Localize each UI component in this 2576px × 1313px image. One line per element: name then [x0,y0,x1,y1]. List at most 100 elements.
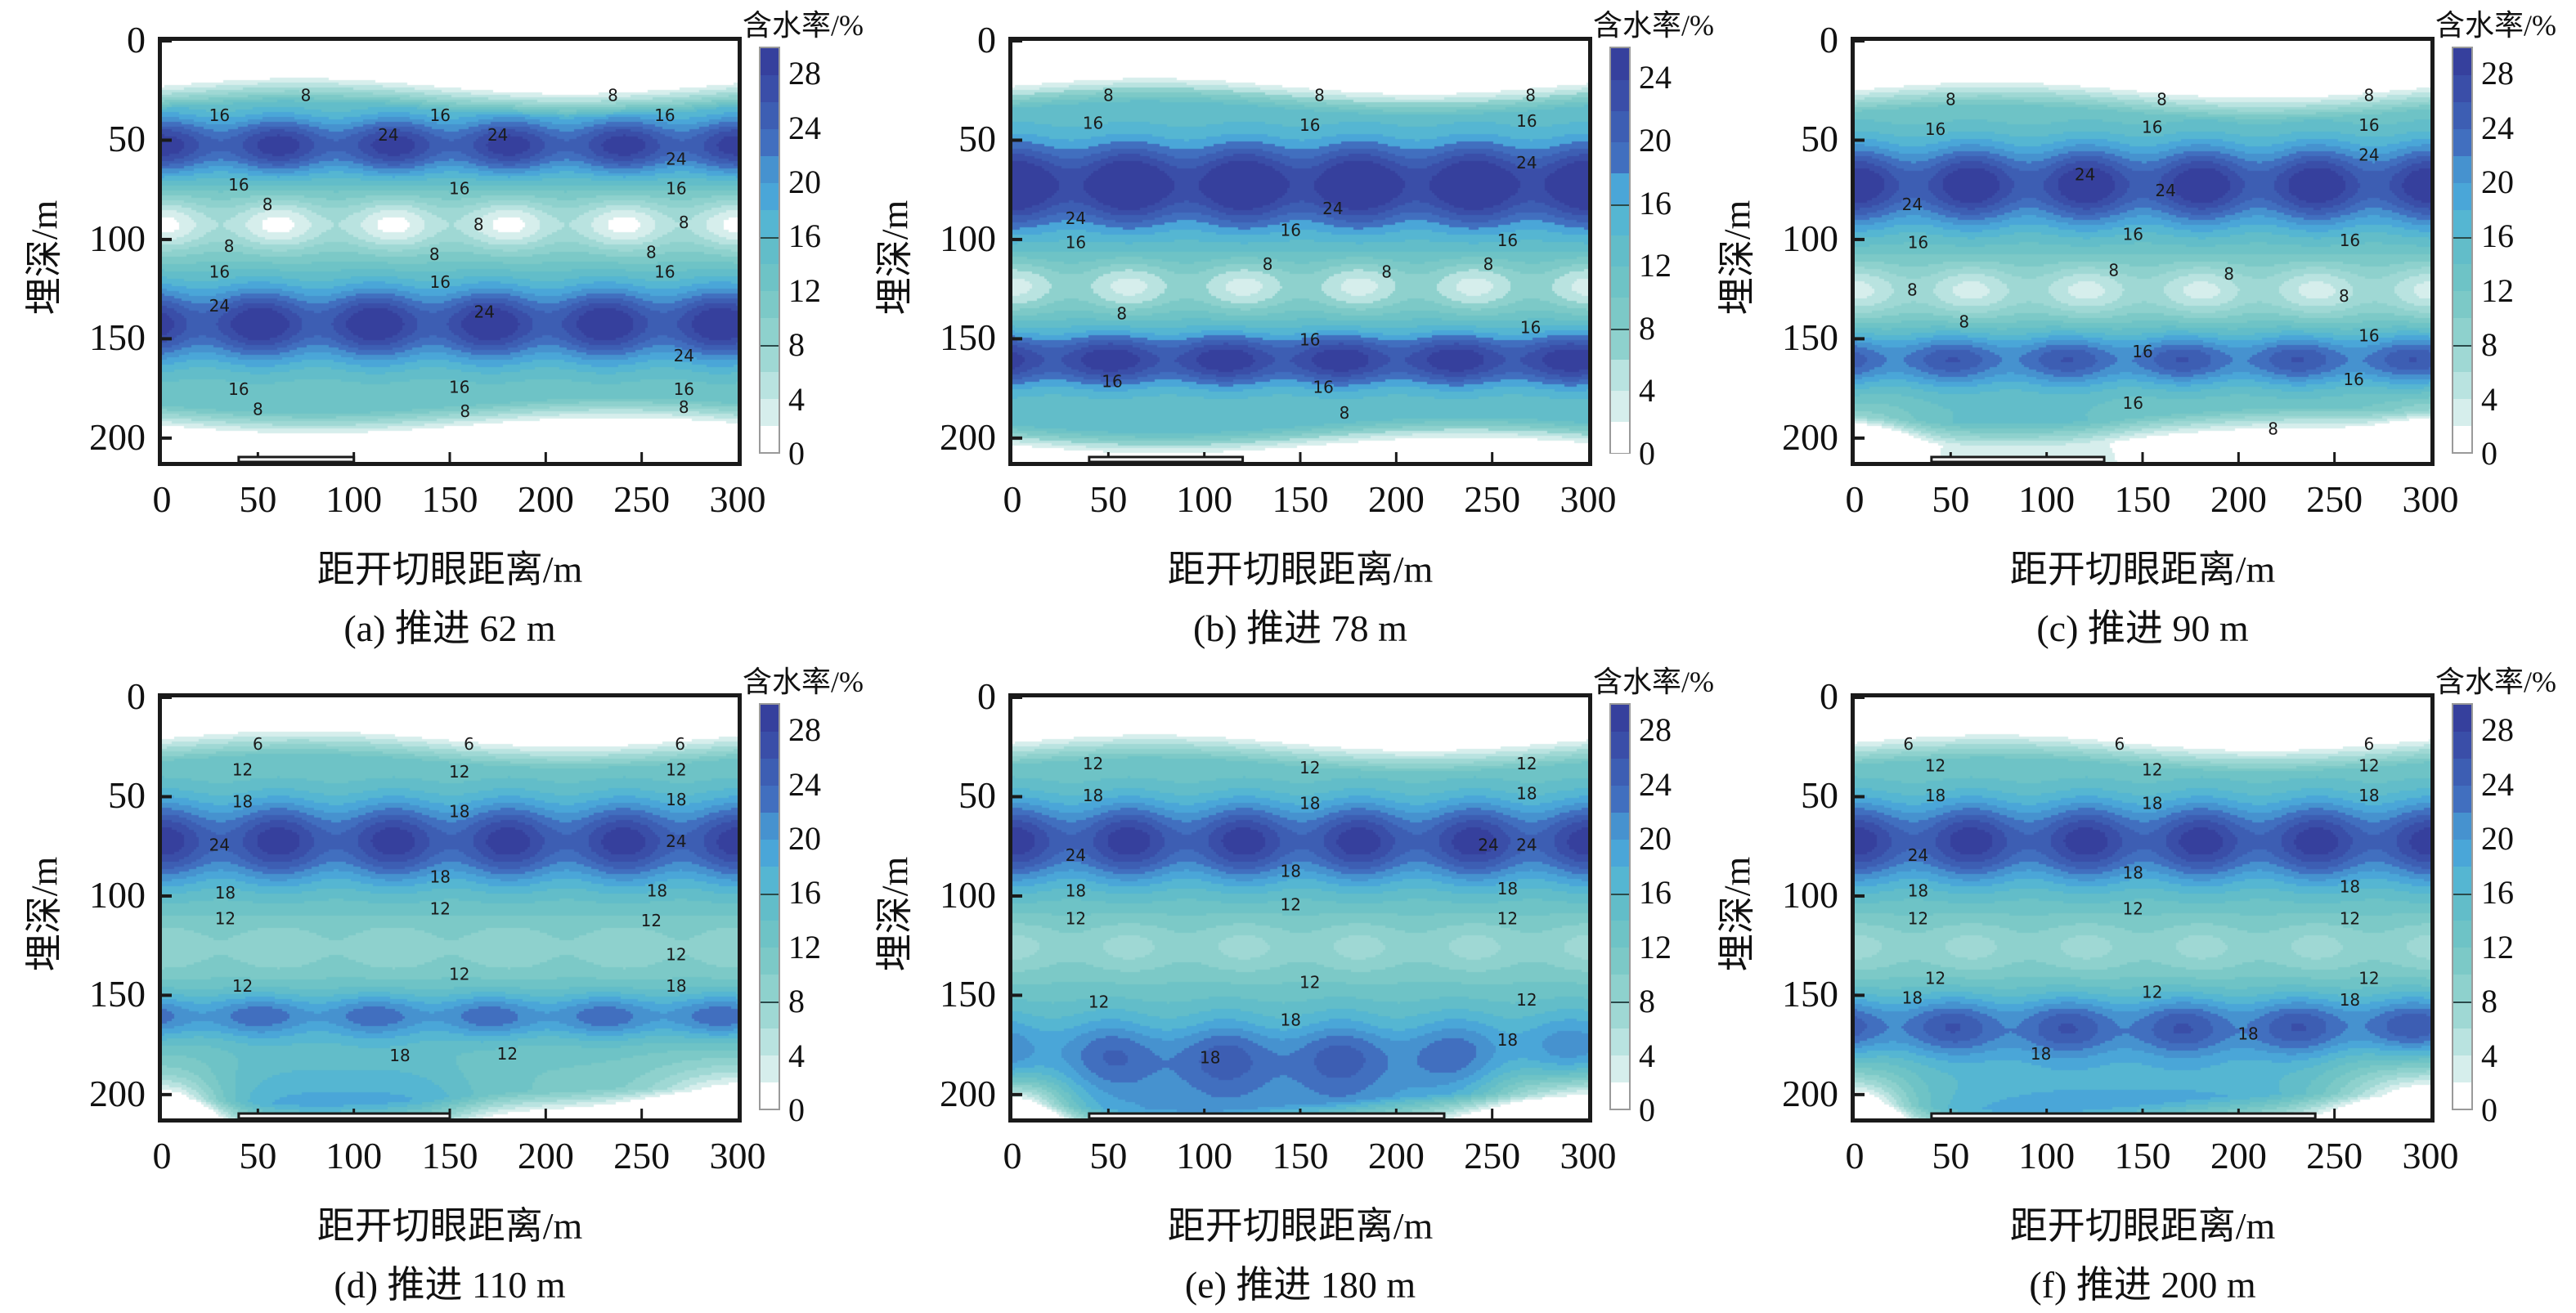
contour-label: 16 [654,105,675,125]
x-tick-label: 250 [2306,478,2363,520]
contour-label: 8 [1959,311,1969,331]
colorbar-tick-label: 28 [788,711,821,749]
colorbar-segment [1611,812,1629,840]
contour-label: 12 [1088,993,1109,1012]
contour-label: 12 [641,911,662,930]
colorbar-tick-label: 0 [1639,1091,1655,1128]
colorbar-segment [761,866,779,896]
colorbar-segment [761,812,779,840]
colorbar-tick-label: 4 [788,1037,805,1074]
x-tick-label: 300 [709,1135,766,1176]
x-tick-label: 200 [2210,1135,2267,1176]
contour-fill [1012,41,1588,462]
contour-plot: 6 6 6 12 12 12 18 18 18 24 24 18 18 18 12 12 12 12 12 12 18 1… [158,693,742,1123]
panel-b: 8 8 8 16 16 16 24 24 24 16 16 16 8 8 8 8 16 16 16 16 8 0 50 100… [850,0,1714,656]
y-tick-label: 100 [1782,873,1838,916]
y-tick-label: 0 [977,19,996,60]
colorbar-segment [2453,155,2471,184]
colorbar-segment [761,155,779,184]
colorbar-segment [2453,758,2471,786]
colorbar-segment [1611,705,1629,733]
colorbar-segment [2453,705,2471,733]
colorbar-tick-label: 0 [2481,1091,2497,1128]
contour-fill [162,697,738,1118]
plot-overlay: 12 12 12 18 18 18 24 24 24 18 18 18 12 12 12 12 12 12 18 18… [1012,696,1537,1120]
contour-label: 12 [2142,982,2162,1002]
contour-label: 12 [449,965,469,984]
contour-label: 12 [1925,968,1945,988]
colorbar-segment [1611,173,1629,206]
contour-label: 8 [2224,264,2234,284]
goaf-marker [1930,1112,2317,1120]
colorbar-segment [2453,344,2471,372]
colorbar-title: 含水率/% [743,665,864,698]
contour-label: 12 [1299,758,1320,777]
y-axis-label: 埋深/m [23,199,65,315]
contour-fill [162,41,738,462]
contour-label: 8 [2156,89,2167,109]
x-tick-label: 200 [1367,478,1425,520]
colorbar-segment [2453,48,2471,76]
goaf-marker [237,1112,451,1120]
y-axis-label: 埋深/m [873,199,916,315]
colorbar-title: 含水率/% [2435,9,2556,42]
contour-label: 18 [2237,1024,2258,1043]
x-tick-label: 0 [152,478,172,520]
colorbar-segment [761,371,779,399]
y-tick-label: 150 [1782,316,1838,359]
panel-f: 6 6 6 12 12 12 18 18 18 24 18 18 18 12 12 12 12 12 12 18 18 1… [1693,656,2556,1313]
colorbar-segment [1611,1001,1629,1028]
colorbar-segment [2453,263,2471,291]
y-tick-label: 50 [108,774,146,817]
contour-label: 12 [449,762,469,782]
colorbar-tick-label: 28 [788,55,821,92]
x-tick-label: 50 [1089,478,1128,520]
colorbar-tick-label: 8 [1639,983,1655,1020]
x-tick-label: 300 [2402,478,2459,520]
x-tick-label: 100 [1176,478,1233,520]
contour-label: 6 [1903,734,1914,754]
goaf-marker [1088,1112,1446,1120]
y-tick-label: 0 [977,675,996,717]
colorbar-segment [2453,1028,2471,1055]
x-tick-label: 50 [239,478,277,520]
colorbar [1609,703,1631,1110]
contour-fill [1855,41,2430,462]
y-tick-label: 150 [89,316,146,359]
x-tick-label: 250 [1464,1135,1521,1176]
contour-label: 12 [1281,895,1301,915]
x-tick-label: 0 [1003,478,1022,520]
contour-label: 16 [2343,370,2363,389]
colorbar-segment [1611,79,1629,111]
colorbar-segment [1611,758,1629,786]
colorbar-tick-label: 0 [1639,435,1655,472]
panel-e: 12 12 12 18 18 18 24 24 24 18 18 18 12 12 12 12 12 12 18 18… [850,656,1714,1313]
colorbar-segment [2453,1001,2471,1028]
contour-label: 24 [1908,845,1928,865]
colorbar-tick-label: 24 [2481,765,2514,803]
x-tick-label: 250 [613,1135,671,1176]
y-tick-label: 150 [940,973,996,1015]
colorbar-segment [2453,866,2471,896]
x-tick-label: 50 [239,1135,277,1176]
colorbar-tick-label: 28 [2481,55,2514,92]
colorbar-segment [761,182,779,211]
colorbar-segment [1611,920,1629,948]
contour-label: 8 [679,397,689,417]
x-tick-label: 150 [1272,1135,1329,1176]
contour-label: 24 [1902,195,1923,214]
contour-label: 16 [430,272,451,292]
contour-label: 8 [2364,86,2375,105]
contour-label: 24 [1478,836,1498,855]
colorbar-segment [761,705,779,733]
y-tick-label: 200 [89,415,146,458]
colorbar-segment [2453,371,2471,399]
colorbar-segment [761,947,779,975]
y-tick-label: 50 [108,118,146,160]
x-axis-label: 距开切眼距离/m [2009,1205,2276,1247]
x-tick-label: 100 [1176,1135,1233,1176]
colorbar-segment [1611,141,1629,173]
contour-label: 12 [1516,754,1537,773]
